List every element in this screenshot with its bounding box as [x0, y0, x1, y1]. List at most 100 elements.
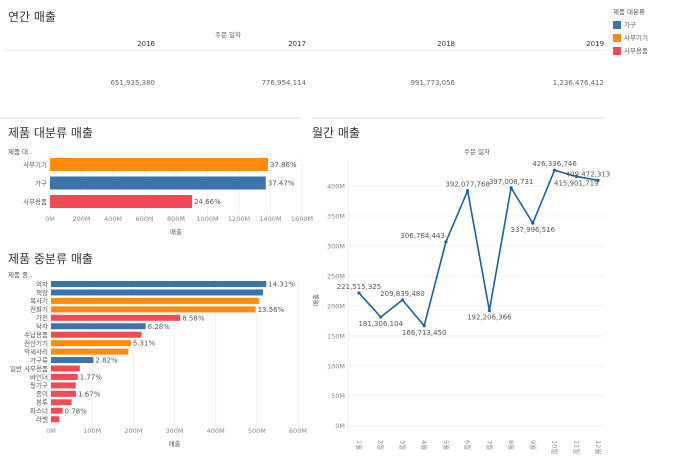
data-point[interactable]	[379, 315, 383, 319]
x-tick-label: 2월	[377, 440, 386, 450]
data-point[interactable]	[596, 178, 600, 182]
y-tick-label: 400M	[327, 183, 345, 191]
subcategory-axis-header[interactable]: 제품 중..	[8, 271, 33, 279]
x-tick-label: 1200M	[228, 215, 250, 223]
data-point[interactable]	[400, 298, 405, 302]
bar[interactable]	[50, 176, 266, 190]
category-label: 라벨	[36, 415, 48, 424]
year-header: 2016	[137, 40, 155, 48]
legend-title: 제품 대분류	[613, 8, 645, 16]
year-header: 2019	[586, 40, 604, 48]
y-tick-label: 50M	[331, 392, 345, 400]
bar[interactable]	[51, 382, 76, 389]
y-axis-title: 매출	[311, 294, 320, 306]
legend-swatch	[613, 21, 621, 29]
legend-swatch	[613, 34, 621, 42]
data-label: 37.86%	[270, 161, 297, 169]
header-divider	[5, 50, 605, 51]
data-point[interactable]	[444, 240, 448, 244]
x-tick-label: 11월	[572, 440, 581, 454]
year-sales-value: 991,773,056	[410, 79, 455, 87]
divider-left	[0, 117, 300, 119]
bar[interactable]	[51, 323, 146, 330]
x-tick-label: 10월	[551, 440, 560, 454]
x-tick-label: 500M	[248, 427, 266, 435]
category-axis-header[interactable]: 제품 대..	[8, 148, 33, 156]
legend-item[interactable]: 가구	[613, 19, 648, 29]
data-label: 24.66%	[194, 198, 221, 206]
x-tick-label: 0M	[46, 427, 56, 435]
bar[interactable]	[51, 365, 80, 372]
data-point[interactable]	[531, 221, 535, 225]
category-label: 의자	[36, 279, 48, 288]
year-sales-value: 651,935,380	[110, 79, 155, 87]
bar[interactable]	[51, 281, 267, 287]
year-sales-value: 1,236,476,412	[552, 79, 604, 87]
x-tick-label: 0M	[45, 215, 55, 223]
x-tick-label: 300M	[165, 427, 183, 435]
legend-swatch	[613, 47, 621, 55]
year-sales-value: 776,954,114	[261, 79, 306, 87]
category-label: 사무기기	[23, 160, 47, 169]
y-tick-label: 150M	[327, 332, 345, 340]
bar[interactable]	[51, 306, 256, 313]
category-label: 필기구	[30, 381, 48, 390]
data-label: 13.56%	[258, 306, 285, 314]
data-point[interactable]	[509, 186, 513, 190]
bar[interactable]	[51, 390, 77, 397]
bar[interactable]	[51, 289, 264, 296]
bar[interactable]	[51, 357, 94, 364]
bar[interactable]	[51, 297, 259, 304]
category-label: 바인더	[30, 372, 48, 381]
data-label: 181,306,104	[358, 320, 403, 328]
data-point[interactable]	[487, 308, 491, 313]
x-tick-label: 7월	[485, 440, 494, 450]
bar[interactable]	[51, 340, 131, 347]
legend-item[interactable]: 사무기기	[613, 32, 648, 42]
category-label: 책장	[36, 288, 48, 297]
data-label: 5.31%	[133, 340, 156, 348]
x-tick-label: 3월	[398, 440, 407, 450]
x-axis-title: 매출	[169, 439, 181, 448]
monthly-header: 주문 일자	[464, 148, 490, 156]
category-label: 전산기기	[24, 338, 48, 347]
x-tick-label: 1600M	[291, 215, 313, 223]
x-tick-label: 12월	[594, 440, 603, 454]
data-label: 392,077,768	[445, 181, 490, 189]
category-label: 탁자	[36, 322, 48, 331]
category-label: 복사기	[30, 296, 48, 305]
monthly-sales-title: 월간 매출	[312, 126, 360, 140]
bar[interactable]	[51, 348, 129, 355]
bar[interactable]	[51, 373, 78, 380]
bar[interactable]	[51, 407, 63, 414]
bar[interactable]	[50, 195, 193, 208]
category-label: 수납용품	[24, 330, 48, 339]
bar[interactable]	[51, 331, 142, 338]
data-point[interactable]	[552, 168, 557, 172]
x-tick-label: 200M	[124, 427, 142, 435]
legend-item[interactable]: 사무용품	[613, 45, 648, 55]
bar[interactable]	[50, 158, 268, 171]
x-tick-label: 600M	[135, 215, 153, 223]
data-label: 37.47%	[268, 180, 295, 188]
x-tick-label: 4월	[420, 440, 429, 450]
data-label: 397,008,731	[489, 178, 534, 186]
x-tick-label: 100M	[83, 427, 101, 435]
data-point[interactable]	[466, 189, 470, 193]
x-tick-label: 9월	[529, 440, 538, 450]
data-point[interactable]	[422, 324, 426, 328]
data-label: 8.58%	[182, 314, 205, 322]
x-tick-label: 1월	[355, 440, 364, 450]
y-tick-label: 300M	[327, 242, 345, 250]
data-label: 0.78%	[65, 407, 88, 415]
data-point[interactable]	[574, 174, 578, 179]
data-label: 306,764,443	[400, 232, 445, 240]
monthly-sales-line[interactable]	[358, 169, 599, 328]
x-axis-title: 매출	[170, 227, 182, 236]
year-header: 2018	[437, 40, 455, 48]
bar[interactable]	[51, 314, 181, 321]
x-tick-label: 800M	[167, 215, 185, 223]
bar[interactable]	[51, 416, 60, 423]
data-point[interactable]	[357, 291, 361, 295]
bar[interactable]	[51, 399, 72, 406]
